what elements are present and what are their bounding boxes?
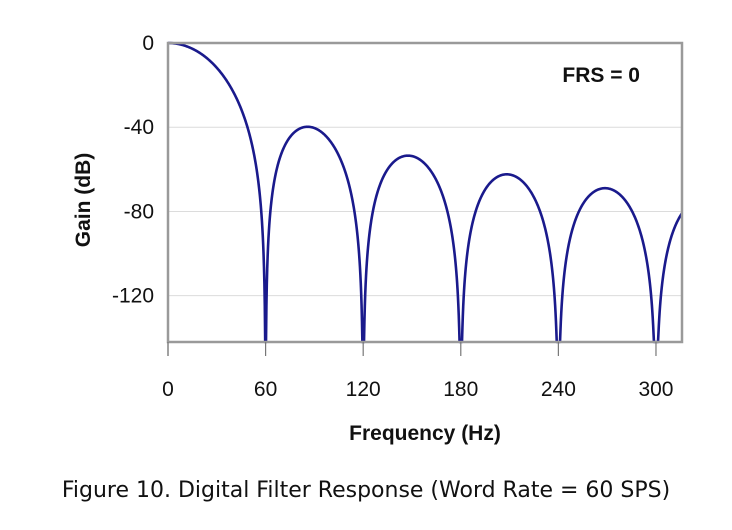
y-tick-label: -80	[124, 200, 154, 223]
x-tick-label: 240	[541, 378, 576, 401]
plot-frame	[166, 41, 684, 344]
grid	[167, 43, 682, 356]
y-tick-label: 0	[142, 32, 154, 55]
x-axis-label: Frequency (Hz)	[349, 422, 501, 445]
y-tick-label: -40	[124, 116, 154, 139]
x-tick-label: 0	[162, 378, 174, 401]
frs-annotation: FRS = 0	[562, 64, 640, 87]
y-axis-label: Gain (dB)	[72, 153, 95, 248]
figure-caption: Figure 10. Digital Filter Response (Word…	[61, 478, 671, 503]
gain-series-line	[167, 41, 684, 344]
filter-response-chart: 0 60 120 180 240 300 0 -40 -80 -120 FRS = 0 Freq…	[72, 32, 684, 445]
x-tick-label: 300	[638, 378, 673, 401]
x-tick-label: 120	[346, 378, 381, 401]
x-tick-label: 60	[254, 378, 277, 401]
x-tick-label: 180	[443, 378, 478, 401]
y-tick-label: -120	[112, 285, 154, 308]
